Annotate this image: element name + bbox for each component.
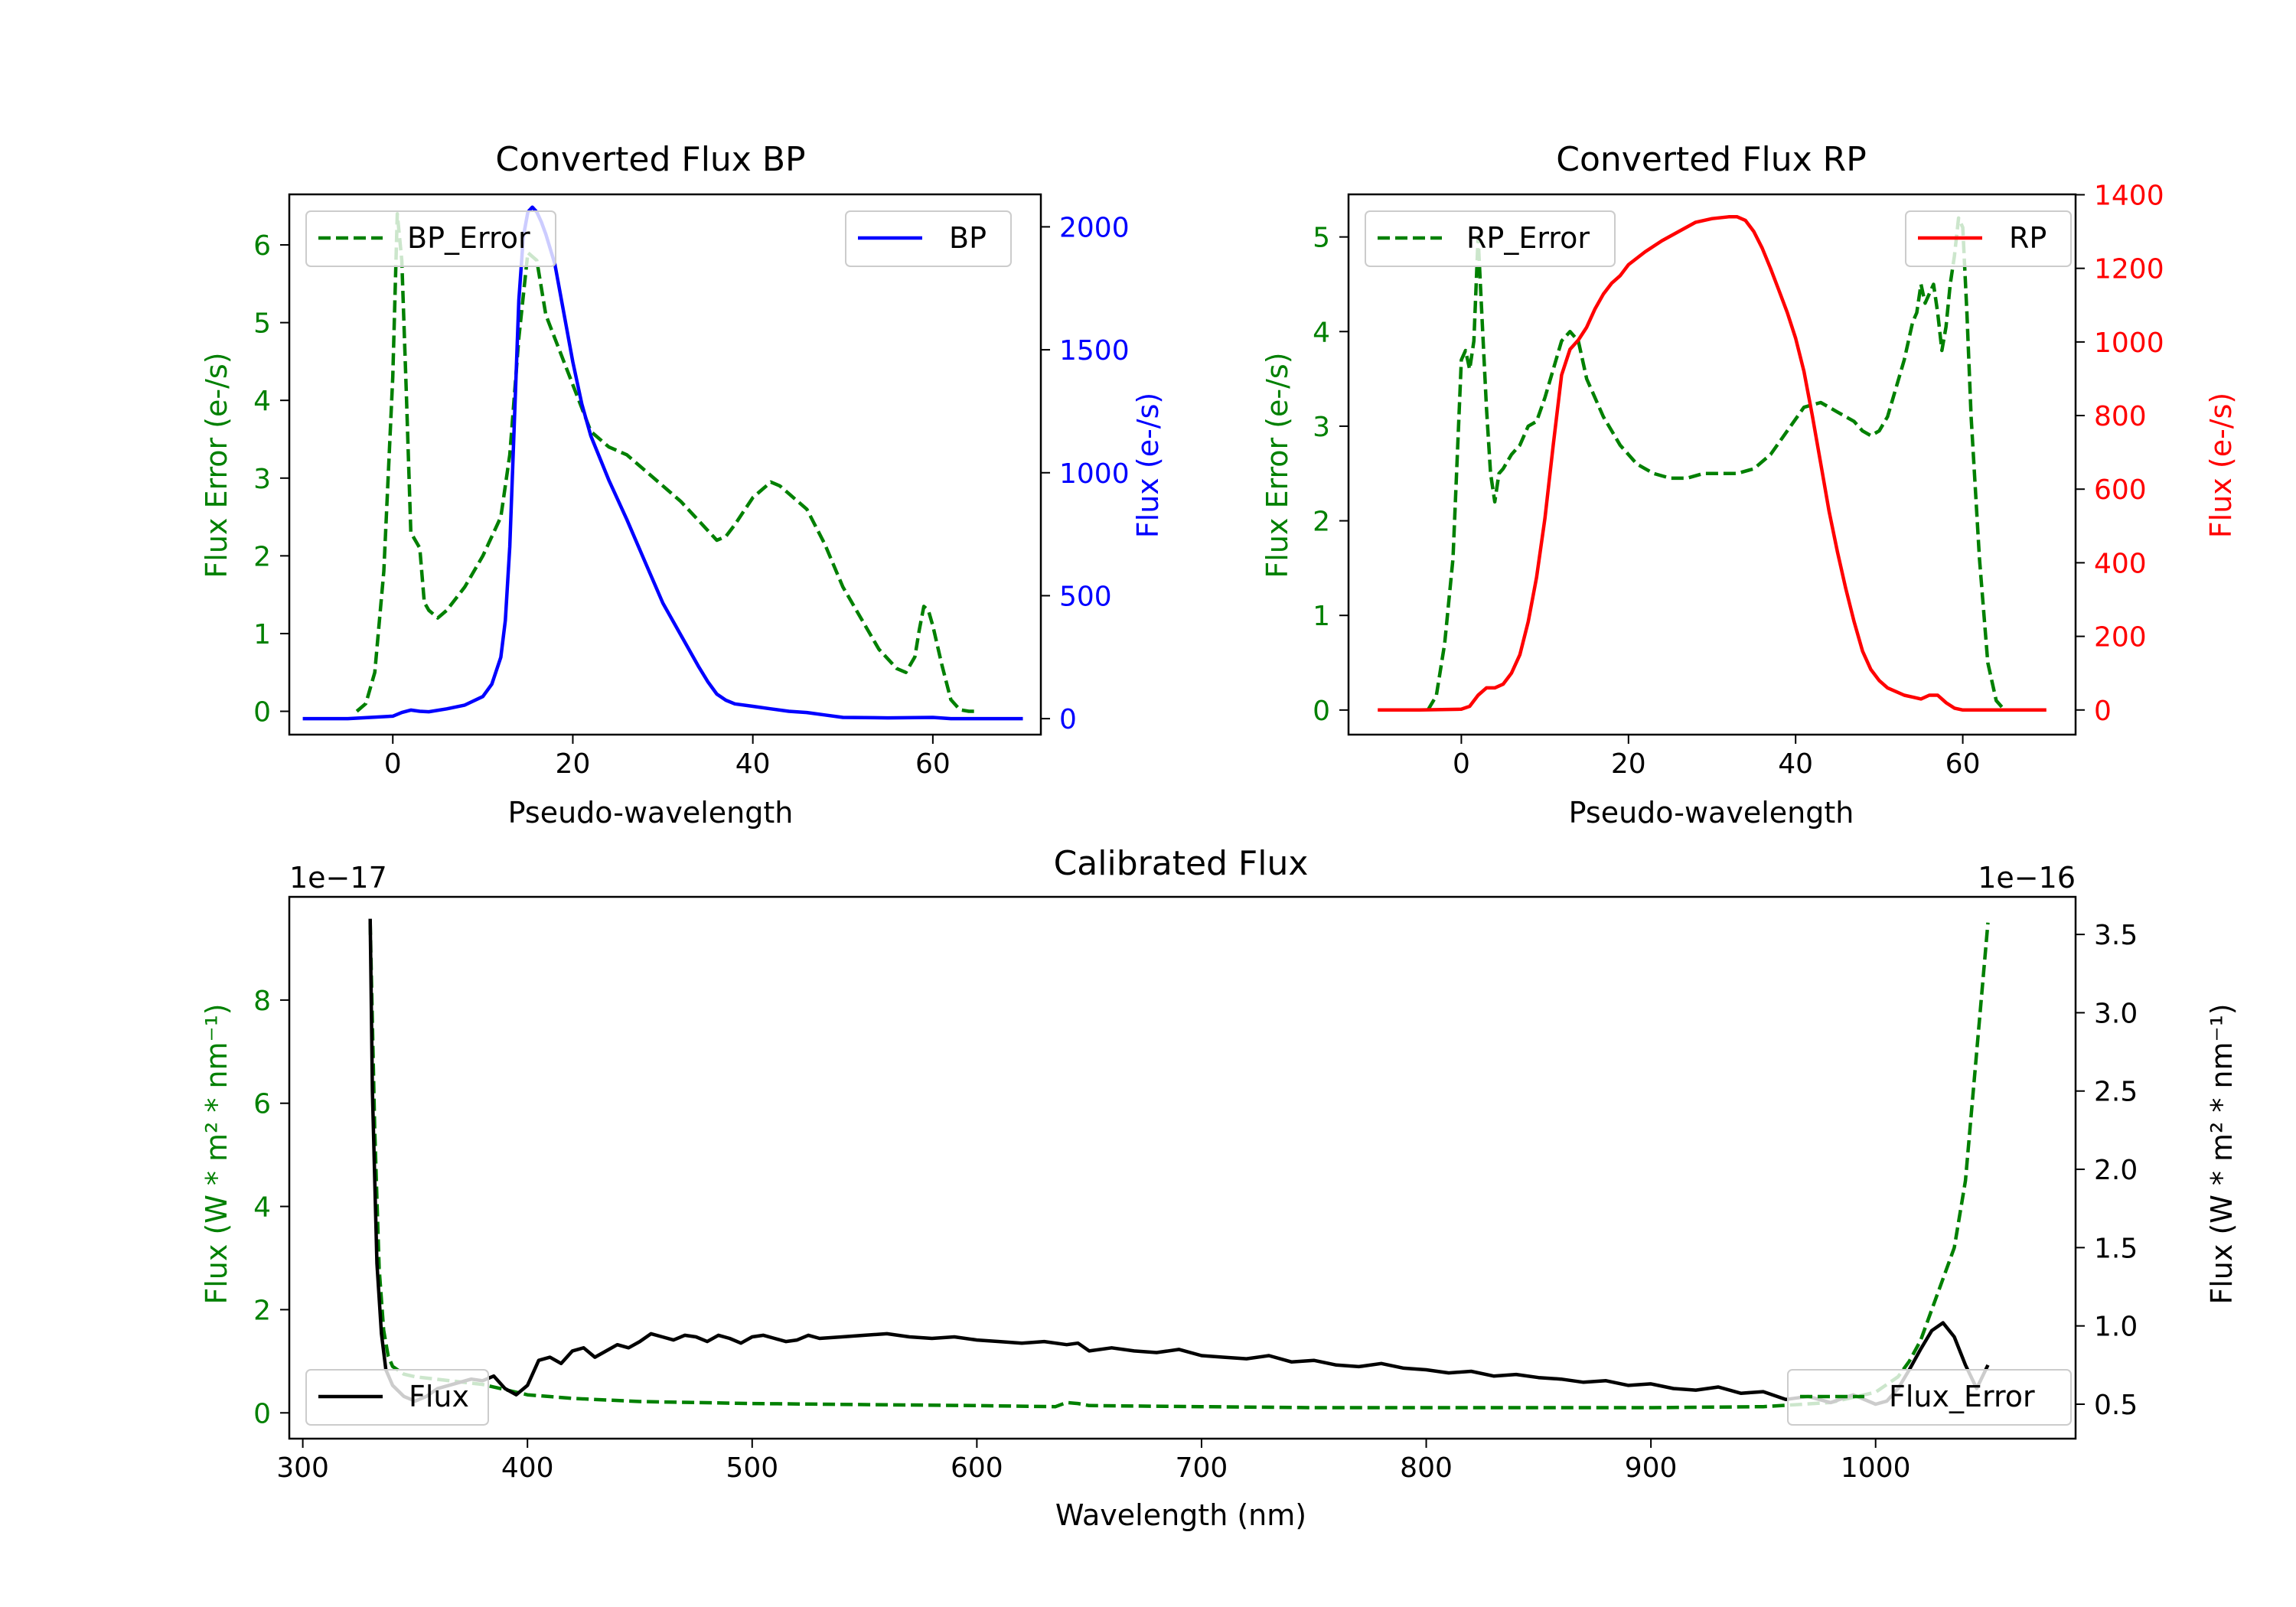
bp-ytick-left-label: 1 [253,619,271,650]
rp-ytick-left-label: 4 [1313,317,1330,348]
rp-ytick-right-label: 0 [2094,696,2112,727]
bp-ytick-right-label: 0 [1059,704,1077,735]
rp-xtick-label: 20 [1611,748,1646,780]
bp-ytick-left-label: 6 [253,230,271,262]
rp-ylabel-left: Flux Error (e-/s) [1261,352,1294,578]
rp-ytick-left-label: 5 [1313,223,1330,254]
cal-ytick-right-label: 1.5 [2094,1233,2138,1264]
cal-title: Calibrated Flux [1054,844,1309,883]
bp-axes-frame [288,193,1042,736]
cal-legend-right: Flux_Error [1787,1369,2072,1426]
bp-ytick-right-label: 1500 [1059,335,1130,367]
bp-xtick-label: 20 [556,748,591,780]
rp-series-rp [1378,215,2047,712]
bp-ytick-right-label: 2000 [1059,212,1130,243]
cal-ytick-right-label: 3.0 [2094,998,2138,1029]
cal-legend-left-box [305,1369,489,1426]
bp-xtick-label: 0 [384,748,402,780]
bp-legend-right-box [845,210,1012,267]
bp-ytick-right-label: 1000 [1059,458,1130,490]
rp-ytick-right-label: 600 [2094,474,2147,506]
bp-legend-left-label: BP_Error [407,221,530,255]
rp-ytick-left-label: 3 [1313,412,1330,443]
rp-series-rp-error [1426,216,2006,712]
rp-xlabel: Pseudo-wavelength [1569,796,1854,830]
cal-ytick-right-label: 2.0 [2094,1155,2138,1186]
cal-legend-right-label: Flux_Error [1889,1380,2035,1413]
bp-ytick-left-label: 5 [253,308,271,340]
rp-legend-left-label: RP_Error [1466,221,1590,255]
cal-ytick-left-label: 2 [253,1295,271,1326]
bp-xlabel: Pseudo-wavelength [508,796,794,830]
rp-ytick-left-label: 2 [1313,507,1330,538]
rp-ytick-right-label: 1400 [2094,180,2164,211]
cal-xtick-label: 700 [1176,1452,1228,1484]
cal-xlabel: Wavelength (nm) [1055,1498,1306,1532]
cal-ytick-right-label: 1.0 [2094,1312,2138,1343]
cal-xtick-label: 900 [1625,1452,1678,1484]
bp-ylabel-left: Flux Error (e-/s) [200,352,233,578]
cal-xtick-label: 800 [1400,1452,1453,1484]
rp-ytick-right-label: 400 [2094,548,2147,579]
rp-legend-right-label: RP [2009,221,2047,255]
bp-legend-right: BP [845,210,1012,267]
cal-legend-right-box [1787,1369,2072,1426]
cal-offset-left: 1e−17 [289,861,387,895]
bp-xtick-label: 40 [735,748,771,780]
cal-ytick-right-label: 3.5 [2094,920,2138,951]
bp-title: Converted Flux BP [495,140,805,179]
rp-title: Converted Flux RP [1556,140,1867,179]
bp-ytick-left-label: 4 [253,386,271,417]
cal-xtick-label: 400 [501,1452,554,1484]
bp-ytick-left-label: 0 [253,697,271,729]
rp-xtick-label: 60 [1945,748,1981,780]
rp-legend-right: RP [1905,210,2072,267]
cal-xtick-label: 300 [276,1452,329,1484]
cal-ytick-right-label: 0.5 [2094,1390,2138,1421]
cal-ylabel-right: Flux (W * m² * nm⁻¹) [2205,1003,2239,1304]
rp-legend-left-box [1365,210,1616,267]
rp-ytick-right-label: 200 [2094,622,2147,654]
cal-xtick-label: 600 [951,1452,1003,1484]
rp-series-group [1378,215,2047,712]
bp-ytick-left-label: 3 [253,464,271,495]
cal-ytick-left-label: 6 [253,1089,271,1120]
cal-axes-frame [288,895,2077,1440]
cal-ytick-right-label: 2.5 [2094,1077,2138,1108]
rp-ytick-right-label: 1000 [2094,328,2164,359]
rp-legend-right-box [1905,210,2072,267]
rp-ylabel-right: Flux (e-/s) [2204,393,2238,538]
cal-xtick-label: 1000 [1841,1452,1911,1484]
cal-legend-left-label: Flux [409,1380,469,1413]
bp-legend-right-label: BP [949,221,987,255]
bp-xtick-label: 60 [915,748,951,780]
cal-ytick-left-label: 4 [253,1192,271,1224]
bp-legend-left: BP_Error [305,210,556,267]
rp-legend-left: RP_Error [1365,210,1616,267]
bp-legend-left-box [305,210,556,267]
rp-xtick-label: 0 [1453,748,1470,780]
rp-ytick-left-label: 1 [1313,601,1330,632]
bp-ytick-right-label: 500 [1059,581,1112,612]
bp-ylabel-right: Flux (e-/s) [1131,393,1165,538]
rp-xtick-label: 40 [1778,748,1813,780]
cal-ytick-left-label: 0 [253,1398,271,1429]
cal-xtick-label: 500 [726,1452,778,1484]
bp-ytick-left-label: 2 [253,541,271,572]
rp-ytick-right-label: 1200 [2094,254,2164,285]
bp-series-bp-error [355,212,978,713]
cal-legend-left: Flux [305,1369,489,1426]
bp-series-bp [302,205,1023,721]
rp-axes-frame [1347,193,2077,736]
cal-ylabel-left: Flux (W * m² * nm⁻¹) [200,1003,233,1304]
rp-ytick-left-label: 0 [1313,696,1330,727]
cal-offset-right: 1e−16 [1978,861,2076,895]
bp-series-group [302,205,1023,721]
cal-series-flux [368,918,1990,1407]
cal-ytick-left-label: 8 [253,986,271,1017]
rp-ytick-right-label: 800 [2094,401,2147,432]
